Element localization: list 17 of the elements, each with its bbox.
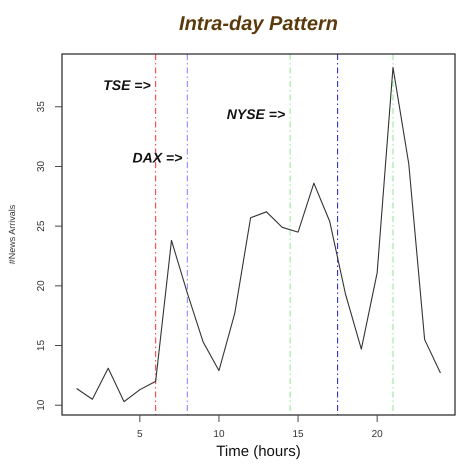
y-tick-label: 30 [36,160,47,172]
x-tick-label: 10 [213,429,225,440]
chart-title: Intra-day Pattern [179,13,338,35]
x-tick-label: 5 [137,429,144,440]
y-tick-label: 35 [36,100,47,112]
ref-line-label: DAX => [132,149,182,166]
x-tick-label: 15 [292,429,304,440]
x-tick-label: 20 [372,429,384,440]
ref-line-label: TSE => [103,77,151,94]
y-tick-label: 10 [36,399,47,411]
x-axis-title: Time (hours) [216,443,301,460]
ref-line-label: NYSE => [226,106,286,122]
y-tick-label: 25 [36,220,47,232]
line-series [76,66,441,402]
y-tick-label: 20 [36,280,47,292]
y-axis-title: #News Arrivals [7,204,17,264]
y-tick-label: 15 [36,340,47,352]
